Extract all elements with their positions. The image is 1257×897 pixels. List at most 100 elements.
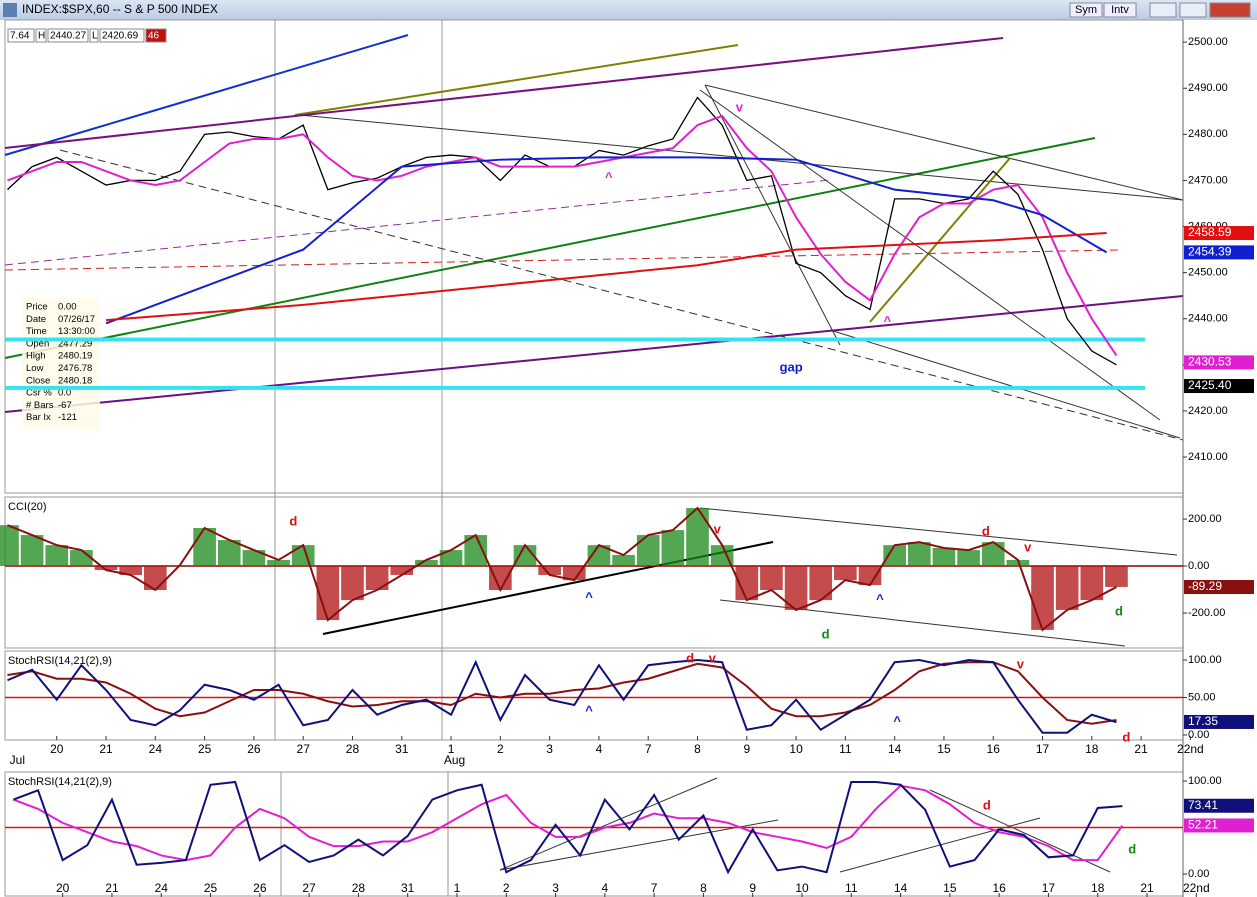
cci-bar — [513, 545, 537, 567]
x-tick-label: 26 — [247, 742, 261, 756]
info-label: # Bars — [26, 400, 54, 411]
cci-bar — [907, 542, 931, 567]
info-value: 2480.19 — [58, 351, 92, 362]
trend-line — [499, 777, 718, 871]
cci-bar — [94, 566, 118, 571]
cci-bar — [834, 566, 857, 581]
annotation: ^ — [876, 592, 884, 607]
cci-bar — [538, 566, 561, 575]
x-tick-label: 18 — [1091, 881, 1105, 895]
info-value: 07/26/17 — [58, 314, 95, 325]
x-tick-label: 4 — [596, 742, 603, 756]
info-label: Price — [26, 302, 48, 313]
x-tick-label: 2 — [497, 742, 504, 756]
x-tick-label: 7 — [651, 881, 658, 895]
x-tick-label: 21 — [1140, 881, 1154, 895]
x-tick-label: 3 — [552, 881, 559, 895]
trend-line — [4, 179, 831, 266]
info-label: Time — [26, 326, 47, 337]
quote-text: H — [38, 31, 45, 42]
info-label: Csr % — [26, 388, 52, 399]
quote-box — [145, 28, 167, 43]
annotation: v — [709, 651, 717, 666]
x-tick-label: 21 — [105, 881, 119, 895]
x-tick-label: 21 — [99, 742, 113, 756]
x-tick-label: 22nd — [1183, 881, 1210, 895]
trend-line — [4, 37, 1004, 149]
cci-bar — [661, 530, 685, 567]
x-tick-label: 20 — [56, 881, 70, 895]
info-label: Bar Ix — [26, 412, 51, 423]
maximize-button[interactable] — [1179, 2, 1207, 18]
intv-button[interactable] — [1103, 2, 1137, 18]
annotation: gap — [780, 360, 803, 375]
y-tick-label: 2470.00 — [1188, 174, 1228, 186]
last-value-label: 17.35 — [1188, 714, 1218, 728]
series-line — [13, 784, 1124, 862]
close-button[interactable] — [1209, 2, 1251, 18]
last-value-box — [1184, 245, 1254, 260]
x-tick-label: 3 — [546, 742, 553, 756]
y-tick-label: -200.00 — [1188, 607, 1225, 619]
x-tick-label: 15 — [937, 742, 951, 756]
quote-box — [89, 28, 99, 43]
cci-bar — [784, 566, 808, 610]
series-line — [105, 231, 1107, 322]
quote-box — [35, 28, 47, 43]
panel-frames — [4, 19, 1184, 897]
cci-bar — [193, 527, 216, 567]
annotation: d — [822, 627, 830, 642]
x-tick-label: 10 — [795, 881, 809, 895]
x-tick-label: 31 — [395, 742, 409, 756]
info-label: Date — [26, 314, 46, 325]
last-value-box — [1184, 714, 1254, 729]
cci-bar — [341, 566, 364, 601]
annotation: v — [714, 522, 722, 537]
info-label: Open — [26, 338, 49, 349]
x-tick-label: 21 — [1134, 742, 1148, 756]
x-tick-label: 25 — [204, 881, 218, 895]
cci-bar — [217, 539, 241, 567]
cci-bar — [119, 566, 143, 575]
annotation: ^ — [605, 170, 613, 185]
panel-title: CCI(20) — [8, 501, 47, 513]
annotation: ^ — [893, 714, 901, 729]
x-tick-label: 11 — [839, 742, 852, 756]
sym-button-label[interactable]: Sym — [1075, 4, 1097, 16]
last-value-label: 2458.59 — [1188, 225, 1232, 239]
sym-button[interactable] — [1069, 2, 1103, 18]
cci-bar — [686, 508, 709, 567]
info-value: -67 — [58, 400, 72, 411]
annotation: d — [289, 514, 297, 529]
cci-bar — [1006, 559, 1030, 567]
last-value-label: -89.29 — [1188, 579, 1222, 593]
y-tick-label: 0.00 — [1188, 560, 1209, 572]
quote-box — [7, 28, 35, 43]
y-tick-label: 0.00 — [1188, 729, 1209, 741]
x-tick-label: 22nd — [1177, 742, 1204, 756]
cci-bar — [70, 550, 93, 567]
x-tick-label: 25 — [198, 742, 212, 756]
y-tick-label: 0.00 — [1188, 868, 1209, 880]
x-tick-label: 9 — [743, 742, 750, 756]
last-value-box — [1184, 355, 1254, 370]
title-bar — [0, 0, 1257, 20]
cci-bar — [242, 550, 266, 567]
trend-line — [4, 137, 1096, 359]
cci-bar — [932, 547, 956, 567]
cci-bar — [735, 566, 759, 601]
month-label: Jul — [10, 753, 25, 767]
cci-bar — [45, 545, 69, 567]
trend-line — [869, 157, 1011, 323]
y-tick-label: 50.00 — [1188, 691, 1216, 703]
info-box — [22, 298, 100, 430]
minimize-button[interactable] — [1149, 2, 1177, 18]
trend-line — [699, 507, 1178, 556]
x-tick-label: 31 — [401, 881, 415, 895]
intv-button-label[interactable]: Intv — [1111, 4, 1129, 16]
quote-text: 2440.27 — [50, 31, 87, 42]
trend-line — [4, 295, 1184, 413]
info-value: 2476.78 — [58, 363, 92, 374]
x-tick-label: 24 — [149, 742, 163, 756]
series-line — [7, 114, 1118, 357]
